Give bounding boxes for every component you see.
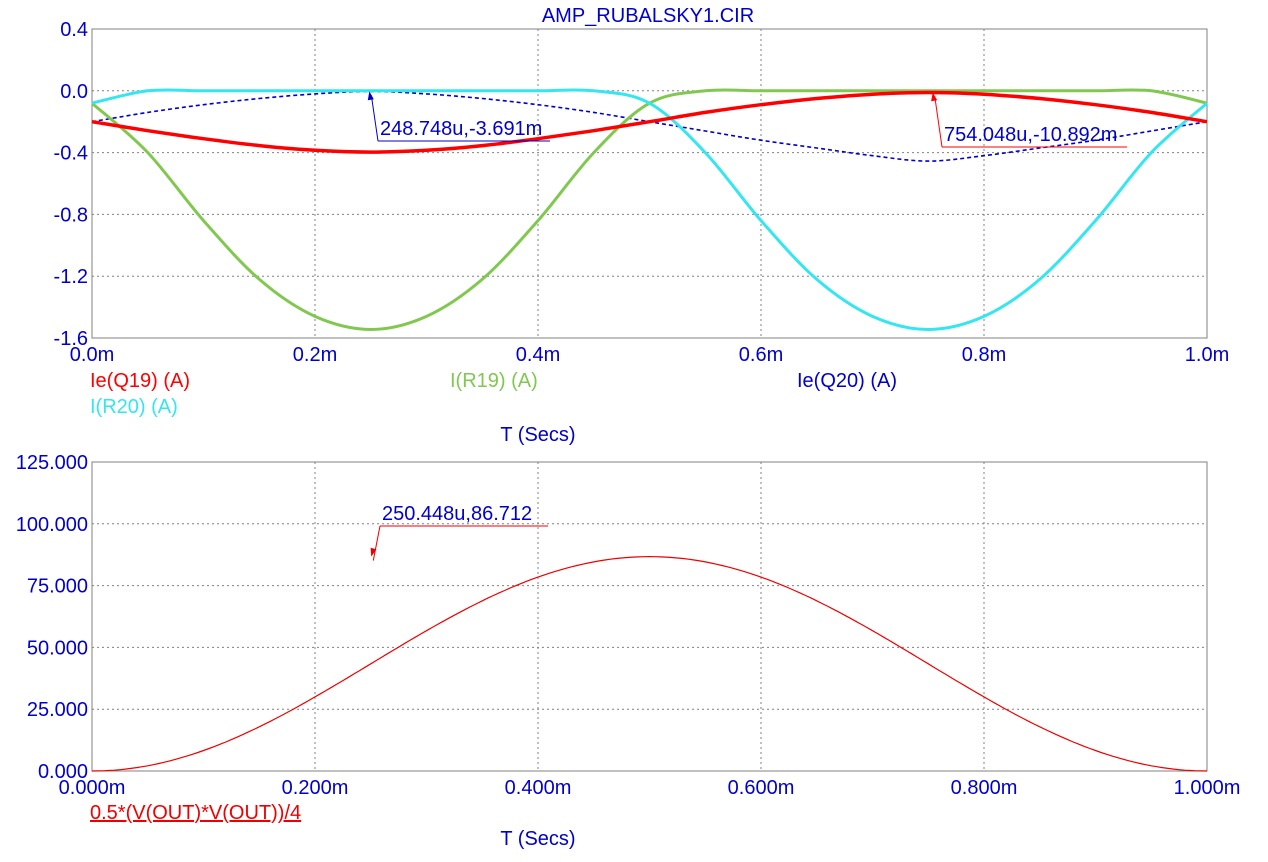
top-series <box>91 88 1208 331</box>
annotation-leader <box>372 525 381 561</box>
annotation-arrow <box>370 547 377 557</box>
y-tick-label: 125.000 <box>16 452 88 474</box>
y-tick-label: -1.2 <box>54 266 88 288</box>
y-tick-label: 25.000 <box>27 699 88 721</box>
legend-i-r19: I(R19) (A) <box>450 370 538 392</box>
x-tick-label: 0.6m <box>739 344 783 366</box>
y-tick-label: -0.4 <box>54 143 88 165</box>
annotation-label: 250.448u,86.712 <box>382 503 532 525</box>
bottom-series <box>91 555 1208 772</box>
legend-i-r20: I(R20) (A) <box>90 396 178 418</box>
top-x-ticks: 0.0m 0.2m 0.4m 0.6m 0.8m 1.0m <box>70 344 1229 366</box>
top-plot: 0.40.0-0.4-0.8-1.2-1.6 0.0m 0.2m 0.4m 0.6m 0… <box>54 19 1230 446</box>
legend-ie-q19: Ie(Q19) (A) <box>90 370 190 392</box>
legend-power: 0.5*(V(OUT)*V(OUT))/4 <box>90 802 301 824</box>
top-x-axis-label: T (Secs) <box>500 424 575 446</box>
bottom-x-axis-label: T (Secs) <box>500 828 575 850</box>
bottom-grid <box>92 462 1207 771</box>
top-annotations: 248.748u,-3.691m 754.048u,-10.892m <box>367 91 1127 148</box>
annotation-label: 754.048u,-10.892m <box>944 124 1117 146</box>
top-plot-frame <box>91 28 1208 339</box>
y-tick-label: 0.0 <box>60 81 88 103</box>
top-y-ticks: 0.4 0.0 -0.4 -0.8 -1.2 -1.6 <box>54 19 88 350</box>
top-grid <box>92 29 1207 338</box>
y-tick-label: 100.000 <box>16 514 88 536</box>
x-tick-label: 0.2m <box>293 344 337 366</box>
legend-ie-q20: Ie(Q20) (A) <box>797 370 897 392</box>
y-tick-label: 50.000 <box>27 637 88 659</box>
annotation-arrow <box>931 92 938 102</box>
bottom-annotations: 250.448u,86.712 <box>370 503 548 561</box>
y-tick-label: 0.4 <box>60 19 88 41</box>
bottom-plot-frame <box>91 461 1208 772</box>
y-tick-label: -1.6 <box>54 328 88 350</box>
series-i-r20 <box>91 88 1208 331</box>
y-tick-label: 0.000 <box>38 761 88 783</box>
annotation-label: 248.748u,-3.691m <box>380 118 542 140</box>
y-tick-label: -0.8 <box>54 204 88 226</box>
x-tick-label: 0.8m <box>962 344 1006 366</box>
bottom-x-ticks: 0.000m 0.200m 0.400m 0.600m 0.800m 1.000m <box>59 777 1241 799</box>
annotation-leader <box>370 95 379 142</box>
bottom-y-ticks: 125.000 100.000 75.000 50.000 25.000 0.000 <box>16 452 88 783</box>
x-tick-label: 0.800m <box>951 777 1018 799</box>
x-tick-label: 0.200m <box>282 777 349 799</box>
annotation-arrow <box>367 91 374 101</box>
x-tick-label: 0.000m <box>59 777 126 799</box>
chart-title: AMP_RUBALSKY1.CIR <box>542 5 754 27</box>
x-tick-label: 1.0m <box>1185 344 1229 366</box>
annotation-leader <box>934 96 943 148</box>
x-tick-label: 0.400m <box>505 777 572 799</box>
x-tick-label: 0.600m <box>728 777 795 799</box>
series-power <box>91 555 1208 772</box>
series-ie-q19 <box>91 90 1208 154</box>
x-tick-label: 0.4m <box>516 344 560 366</box>
x-tick-label: 0.0m <box>70 344 114 366</box>
x-tick-label: 1.000m <box>1174 777 1241 799</box>
y-tick-label: 75.000 <box>27 576 88 598</box>
bottom-plot: 125.000 100.000 75.000 50.000 25.000 0.000 0.… <box>16 452 1241 850</box>
